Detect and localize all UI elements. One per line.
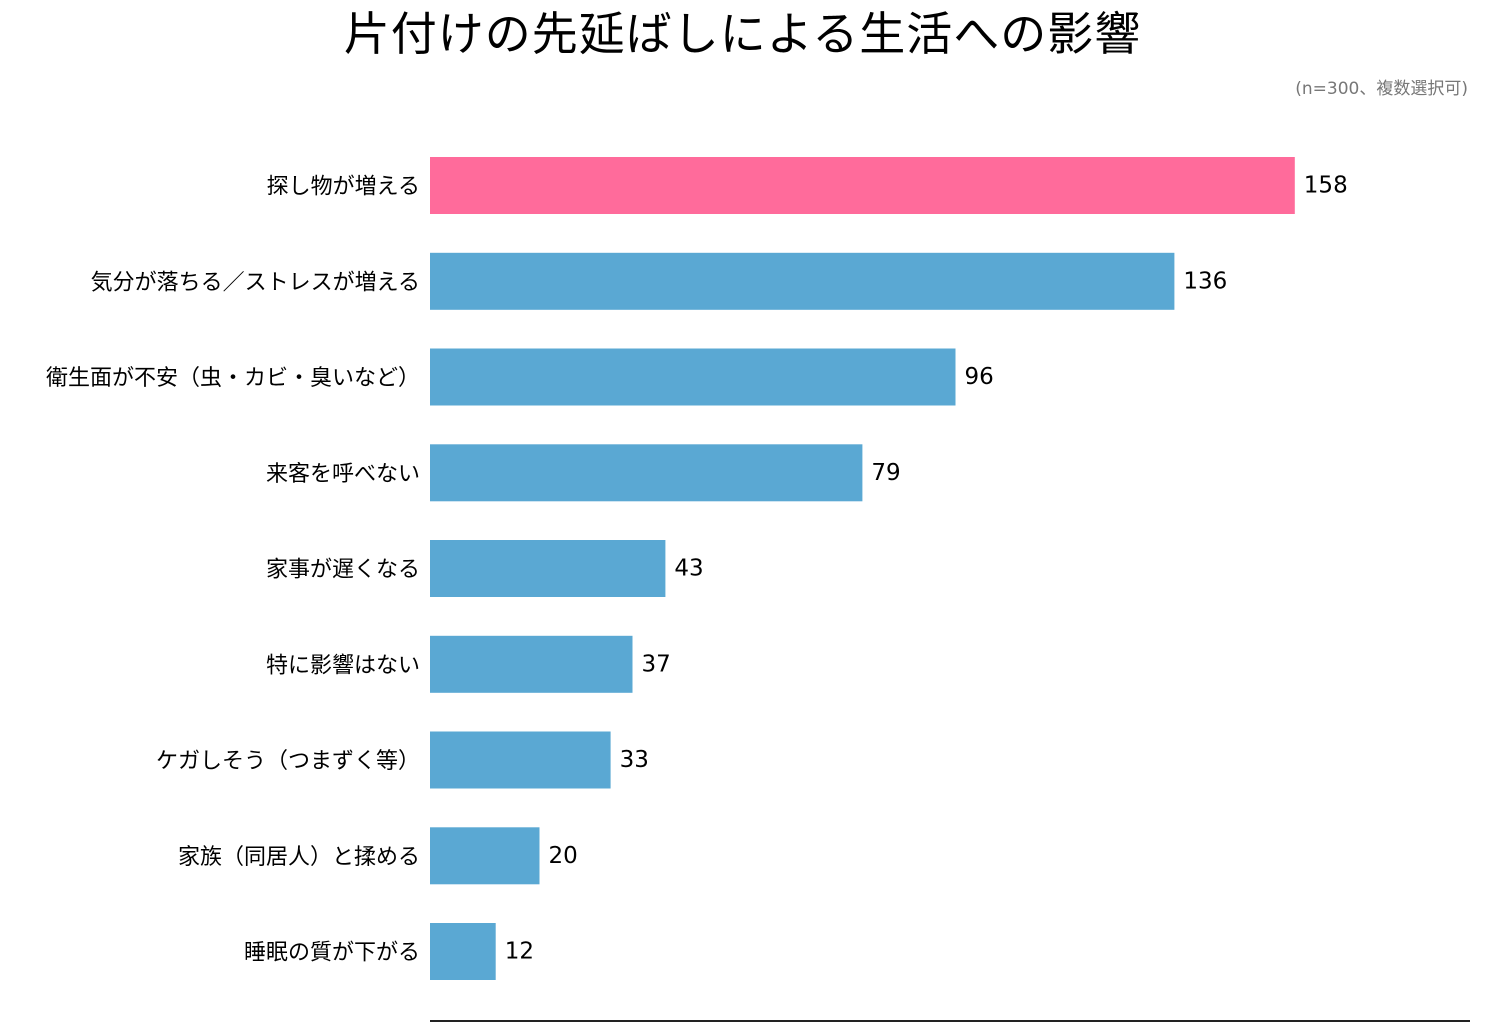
sample-note: (n=300、複数選択可) — [1295, 79, 1468, 99]
bar-1 — [430, 157, 1295, 214]
category-label: 家事が遅くなる — [266, 558, 420, 583]
bar-2 — [430, 252, 1175, 310]
bar-6 — [430, 635, 633, 693]
value-label: 136 — [1183, 268, 1227, 294]
value-label: 43 — [674, 556, 703, 582]
bar-3 — [430, 348, 956, 406]
category-label: 家族（同居人）と揉める — [178, 845, 420, 870]
bars-group: 探し物が増える 158 気分が落ちる／ストレスが増える 136 衛生面が不安（虫・カビ・… — [46, 157, 1348, 980]
value-label: 96 — [965, 364, 994, 390]
category-label: 来客を呼べない — [266, 462, 420, 487]
value-label: 79 — [871, 460, 900, 486]
category-label: 衛生面が不安（虫・カビ・臭いなど） — [46, 366, 420, 391]
category-label: 睡眠の質が下がる — [244, 941, 420, 966]
category-label: 探し物が増える — [267, 175, 420, 200]
category-label: 気分が落ちる／ストレスが増える — [91, 270, 420, 295]
value-label: 37 — [642, 651, 671, 677]
chart-title: 片付けの先延ばしによる生活への影響 — [343, 7, 1142, 61]
bar-8 — [430, 827, 540, 885]
category-label: ケガしそう（つまずく等） — [156, 749, 420, 774]
value-label: 12 — [505, 939, 534, 965]
value-label: 20 — [549, 843, 578, 869]
bar-5 — [430, 540, 666, 597]
bar-4 — [430, 444, 863, 502]
value-label: 33 — [620, 747, 649, 773]
bar-7 — [430, 731, 611, 789]
category-label: 特に影響はない — [266, 653, 420, 678]
bar-9 — [430, 923, 496, 980]
value-label: 158 — [1304, 173, 1348, 199]
